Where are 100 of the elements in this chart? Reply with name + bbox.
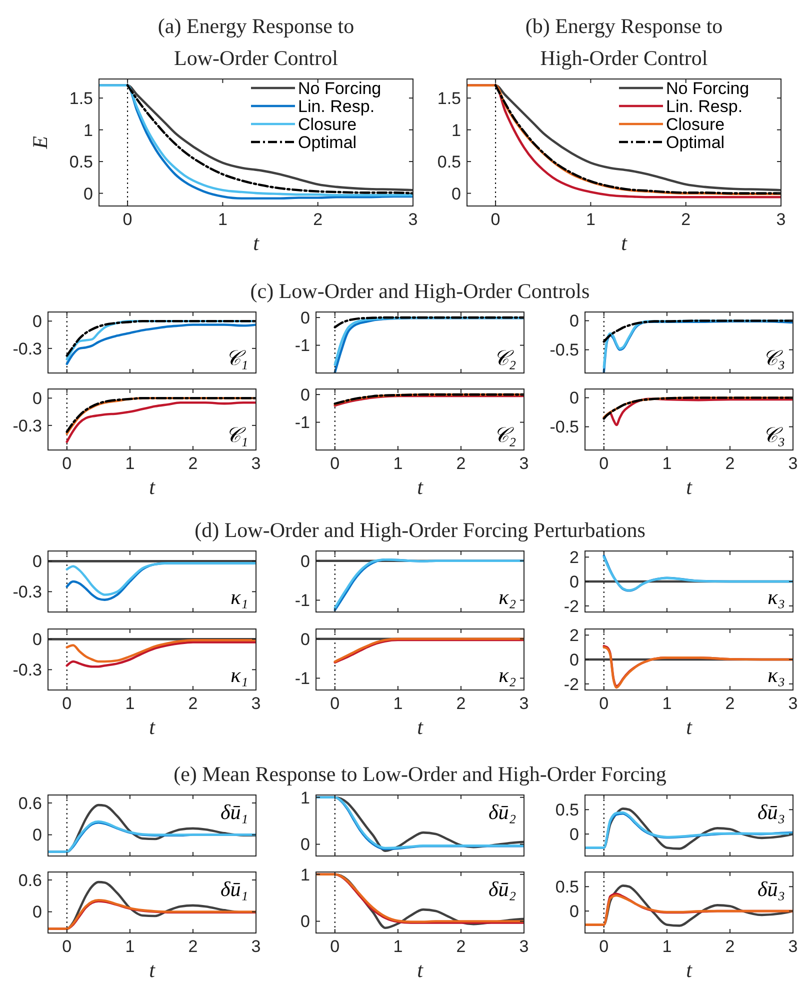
annotation: κ₃ — [768, 663, 785, 687]
legend-label: No Forcing — [298, 78, 382, 98]
x-tick-label: 2 — [725, 454, 735, 473]
annotation: 𝒞₁ — [226, 346, 248, 370]
y-tick-label: -1 — [294, 336, 310, 356]
legend-label: Lin. Resp. — [666, 96, 743, 116]
legend-label: No Forcing — [666, 78, 750, 98]
y-tick-label: 0 — [300, 835, 310, 854]
x-tick-label: 0 — [599, 937, 609, 956]
y-tick-label: 0 — [300, 308, 310, 328]
y-tick-label: 0.5 — [69, 152, 93, 172]
x-tick-label: 3 — [788, 937, 798, 956]
x-tick-label: 1 — [586, 210, 596, 229]
annotation: δū₃ — [757, 800, 785, 824]
y-tick-label: 0 — [84, 184, 93, 204]
y-tick-label: 1.5 — [437, 89, 461, 108]
annotation: δū₂ — [488, 877, 516, 901]
x-tick-label: 1 — [125, 694, 135, 713]
x-tick-label: 1 — [662, 454, 672, 473]
y-tick-label: -1 — [294, 413, 310, 432]
y-tick-label: 0 — [32, 312, 42, 332]
y-tick-label: -0.3 — [12, 582, 42, 602]
x-tick-label: 0 — [330, 937, 340, 956]
y-tick-label: -0.5 — [550, 340, 579, 360]
x-tick-label: 3 — [776, 210, 786, 229]
annotation: 𝒞₂ — [494, 423, 516, 447]
y-tick-label: 0.6 — [18, 794, 42, 813]
y-tick-label: 0 — [570, 572, 579, 592]
y-tick-label: 0 — [32, 552, 42, 572]
annotation: 𝒞₃ — [762, 423, 785, 447]
x-tick-label: 1 — [218, 210, 228, 229]
y-tick-label: 0 — [32, 389, 42, 408]
y-tick-label: 0 — [300, 385, 310, 404]
x-tick-label: 3 — [788, 694, 798, 713]
y-tick-label: 0.5 — [555, 800, 579, 820]
y-tick-label: 0 — [570, 388, 579, 408]
x-tick-label: 3 — [251, 694, 261, 713]
x-axis-title: t — [149, 958, 156, 982]
x-tick-label: 3 — [788, 454, 798, 473]
annotation: δū₁ — [220, 800, 248, 824]
y-tick-label: -2 — [564, 674, 579, 694]
chart-title: (c) Low-Order and High-Order Controls — [250, 279, 590, 303]
y-tick-label: 0 — [300, 912, 310, 932]
y-tick-label: -0.3 — [12, 339, 42, 358]
x-tick-label: 2 — [725, 937, 735, 956]
x-tick-label: 0 — [330, 454, 340, 473]
annotation: κ₁ — [230, 663, 248, 687]
legend-label: Optimal — [298, 132, 357, 152]
x-tick-label: 2 — [188, 937, 198, 956]
x-tick-label: 3 — [251, 454, 261, 473]
y-tick-label: 0 — [32, 902, 42, 922]
y-tick-label: 1 — [300, 788, 310, 808]
x-axis-title: t — [686, 475, 694, 499]
y-tick-label: 0.5 — [437, 152, 461, 172]
y-tick-label: 1 — [300, 865, 310, 884]
annotation: κ₂ — [498, 663, 516, 687]
y-tick-label: -2 — [564, 596, 579, 616]
x-axis-title: t — [621, 231, 628, 255]
annotation: δū₁ — [220, 877, 248, 901]
x-tick-label: 2 — [188, 694, 198, 713]
y-tick-label: 0 — [32, 826, 42, 845]
x-tick-label: 0 — [122, 210, 132, 229]
y-tick-label: 0 — [570, 312, 579, 331]
x-tick-label: 2 — [188, 454, 198, 473]
legend-label: Closure — [666, 114, 725, 134]
chart-title: (d) Low-Order and High-Order Forcing Perturbations — [194, 518, 646, 542]
x-axis-title: t — [686, 958, 694, 982]
x-tick-label: 3 — [251, 937, 261, 956]
legend-label: Optimal — [666, 132, 725, 152]
legend-label: Lin. Resp. — [298, 96, 375, 116]
x-tick-label: 1 — [125, 937, 135, 956]
x-tick-label: 0 — [490, 210, 500, 229]
x-tick-label: 2 — [681, 210, 691, 229]
x-tick-label: 1 — [662, 694, 672, 713]
y-tick-label: 0 — [570, 824, 579, 844]
x-axis-title: t — [686, 715, 694, 739]
y-tick-label: 0.6 — [18, 870, 42, 890]
chart-title: (b) Energy Response to High-Order Control — [525, 14, 723, 70]
x-tick-label: 1 — [393, 454, 403, 473]
y-tick-label: -1 — [294, 591, 310, 610]
y-tick-label: 1 — [84, 120, 93, 140]
x-tick-label: 3 — [519, 694, 529, 713]
annotation: δū₃ — [757, 877, 785, 901]
annotation: δū₂ — [488, 800, 516, 824]
y-axis-title: E — [28, 136, 52, 150]
x-tick-label: 1 — [393, 694, 403, 713]
x-tick-label: 3 — [519, 937, 529, 956]
x-tick-label: 0 — [330, 694, 340, 713]
x-axis-title: t — [253, 231, 260, 255]
y-tick-label: -1 — [294, 669, 310, 688]
y-tick-label: 0 — [300, 552, 310, 571]
y-tick-label: 0 — [32, 630, 42, 650]
annotation: κ₃ — [768, 585, 785, 609]
y-tick-label: -0.3 — [12, 660, 42, 680]
legend-label: Closure — [298, 114, 357, 134]
x-axis-title: t — [417, 715, 424, 739]
annotation: κ₂ — [498, 585, 516, 609]
y-tick-label: -0.3 — [12, 416, 42, 436]
y-tick-label: 0 — [300, 630, 310, 649]
x-axis-title: t — [149, 475, 156, 499]
